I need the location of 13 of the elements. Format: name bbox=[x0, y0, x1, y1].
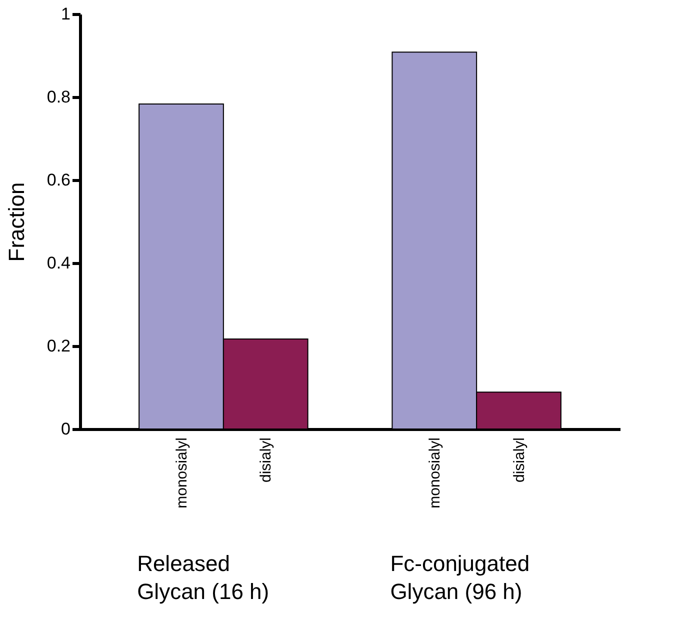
y-tick-label: 0.6 bbox=[46, 170, 70, 190]
y-tick-label: 0.8 bbox=[46, 88, 70, 106]
x-tick-label: monosialyl bbox=[173, 438, 190, 508]
x-tick-label: disialyl bbox=[510, 438, 528, 483]
y-axis-title: Fraction bbox=[4, 182, 29, 262]
y-tick-label: 1 bbox=[61, 4, 70, 24]
y-tick-label: 0.2 bbox=[46, 336, 70, 356]
y-tick-label: 0.4 bbox=[46, 254, 70, 272]
x-tick-label: monosialyl bbox=[426, 438, 444, 508]
text: Fc-conjugated Glycan (96 h) bbox=[390, 551, 530, 604]
x-tick-label: disialyl bbox=[258, 438, 275, 483]
text: Released Glycan (16 h) bbox=[137, 551, 270, 604]
y-tick-label: 0 bbox=[61, 420, 70, 438]
